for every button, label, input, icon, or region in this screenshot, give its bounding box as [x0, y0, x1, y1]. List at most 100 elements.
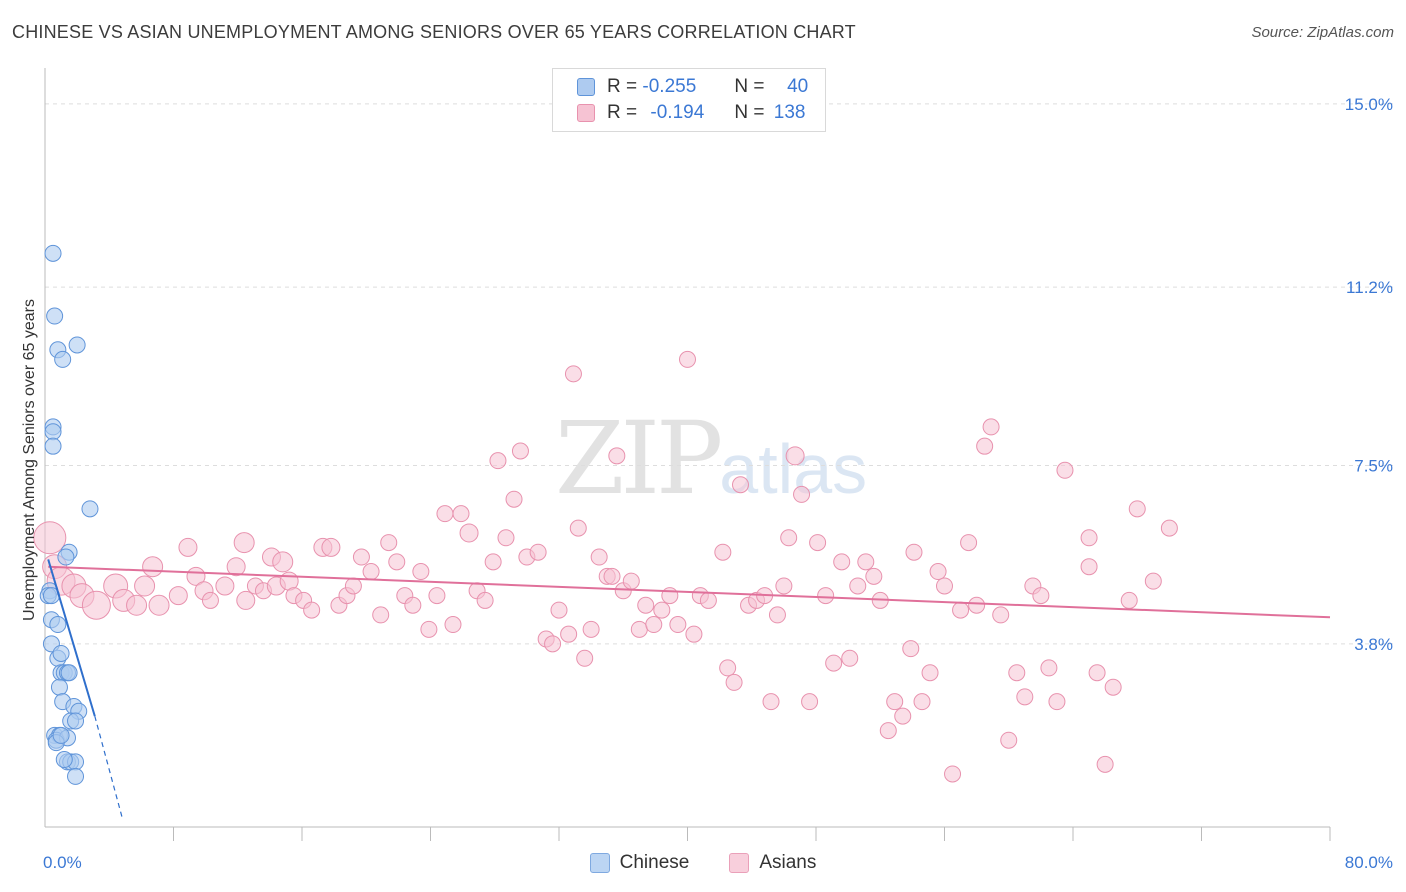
asians-trend-line — [48, 565, 1331, 619]
asians-point — [1120, 591, 1138, 609]
asians-point — [725, 673, 743, 691]
chinese-point — [67, 767, 85, 785]
asians-point — [1104, 678, 1122, 696]
y-tick-label: 7.5% — [1354, 456, 1393, 475]
asians-point — [780, 529, 798, 547]
asians-point — [459, 523, 479, 543]
legend-item-chinese[interactable]: Chinese — [589, 852, 690, 874]
asians-point — [785, 446, 805, 466]
asians-point — [511, 442, 529, 460]
asians-point — [905, 543, 923, 561]
asians-point — [590, 548, 608, 566]
r-label-chinese: R = — [607, 76, 638, 97]
asians-point — [944, 765, 962, 783]
asians-point — [412, 563, 430, 581]
asians-point — [1144, 572, 1162, 590]
asians-point — [661, 587, 679, 605]
asians-point — [809, 534, 827, 552]
r-label-asians: R = — [607, 102, 638, 123]
asians-point — [201, 591, 219, 609]
chinese-point — [68, 336, 86, 354]
asians-point — [497, 529, 515, 547]
asians-point — [476, 591, 494, 609]
asians-point — [303, 601, 321, 619]
n-value-chinese: 40 — [787, 76, 809, 97]
asians-point — [362, 563, 380, 581]
asians-point — [1032, 587, 1050, 605]
n-value-asians: 138 — [773, 102, 806, 123]
asians-point — [544, 635, 562, 653]
y-tick-label: 3.8% — [1354, 635, 1393, 654]
asians-point — [762, 693, 780, 711]
series-legend: Chinese Asians — [0, 852, 1406, 874]
asians-point — [142, 556, 164, 578]
legend-label-chinese: Chinese — [619, 852, 690, 873]
chinese-point — [44, 423, 62, 441]
asians-point — [1096, 755, 1114, 773]
chinese-point — [52, 726, 70, 744]
asians-point — [148, 594, 170, 616]
asians-point — [817, 587, 835, 605]
asians-point — [894, 707, 912, 725]
asians-point — [714, 543, 732, 561]
asians-point — [645, 616, 663, 634]
asians-point — [1000, 731, 1018, 749]
n-label-asians: N = — [734, 102, 765, 123]
correlation-legend: R = -0.255 N = 40 R = -0.194 N = 138 — [552, 68, 826, 132]
asians-point — [134, 575, 156, 597]
chinese-point — [49, 616, 67, 634]
legend-item-asians[interactable]: Asians — [729, 852, 816, 874]
asians-point — [1048, 693, 1066, 711]
source-credit: Source: ZipAtlas.com — [1251, 24, 1394, 41]
chinese-point — [44, 437, 62, 455]
asians-point — [775, 577, 793, 595]
asians-point — [436, 505, 454, 523]
chinese-trend-extension — [94, 715, 123, 818]
asians-point — [452, 505, 470, 523]
chinese-trend-line — [47, 559, 96, 717]
asians-point — [215, 576, 235, 596]
chinese-point — [54, 350, 72, 368]
asians-swatch — [577, 104, 595, 122]
asians-point — [444, 616, 462, 634]
chinese-point — [60, 664, 78, 682]
asians-point — [992, 606, 1010, 624]
asians-point — [1040, 659, 1058, 677]
r-value-asians: -0.194 — [650, 102, 705, 123]
chinese-point — [55, 751, 73, 769]
asians-point — [608, 447, 626, 465]
chinese-point — [46, 307, 64, 325]
asians-point — [849, 577, 867, 595]
asians-point — [1160, 519, 1178, 537]
asians-point — [913, 693, 931, 711]
asians-point — [841, 649, 859, 667]
asians-point — [857, 553, 875, 571]
asians-point — [484, 553, 502, 571]
asians-point — [1128, 500, 1146, 518]
asians-point — [768, 606, 786, 624]
chinese-point — [52, 644, 70, 662]
asians-point — [793, 485, 811, 503]
asians-point — [952, 601, 970, 619]
asians-point — [560, 625, 578, 643]
asians-point — [569, 519, 587, 537]
chinese-point — [50, 678, 68, 696]
chinese-legend-swatch — [589, 853, 610, 873]
asians-point — [576, 649, 594, 667]
asians-point — [968, 596, 986, 614]
asians-point — [1056, 461, 1074, 479]
asians-point — [833, 553, 851, 571]
asians-point — [669, 616, 687, 634]
asians-point — [236, 590, 256, 610]
asians-point — [886, 693, 904, 711]
watermark: ZIPatlas — [555, 400, 867, 517]
n-label-chinese: N = — [734, 76, 765, 97]
asians-point — [168, 586, 188, 606]
y-tick-label: 11.2% — [1346, 278, 1393, 297]
asians-point — [321, 537, 341, 557]
asians-point — [582, 620, 600, 638]
asians-point — [226, 557, 246, 577]
chinese-point — [57, 548, 75, 566]
asians-point — [81, 590, 111, 620]
